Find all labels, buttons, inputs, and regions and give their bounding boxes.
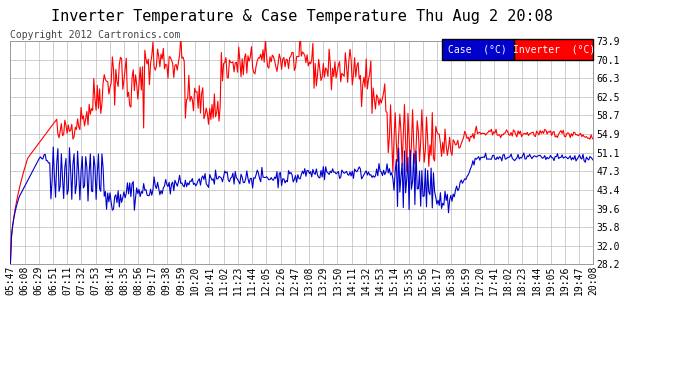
- Text: Case  (°C): Case (°C): [448, 45, 507, 55]
- Text: Copyright 2012 Cartronics.com: Copyright 2012 Cartronics.com: [10, 30, 181, 40]
- Text: Inverter  (°C): Inverter (°C): [513, 45, 595, 55]
- Text: Inverter Temperature & Case Temperature Thu Aug 2 20:08: Inverter Temperature & Case Temperature …: [51, 9, 553, 24]
